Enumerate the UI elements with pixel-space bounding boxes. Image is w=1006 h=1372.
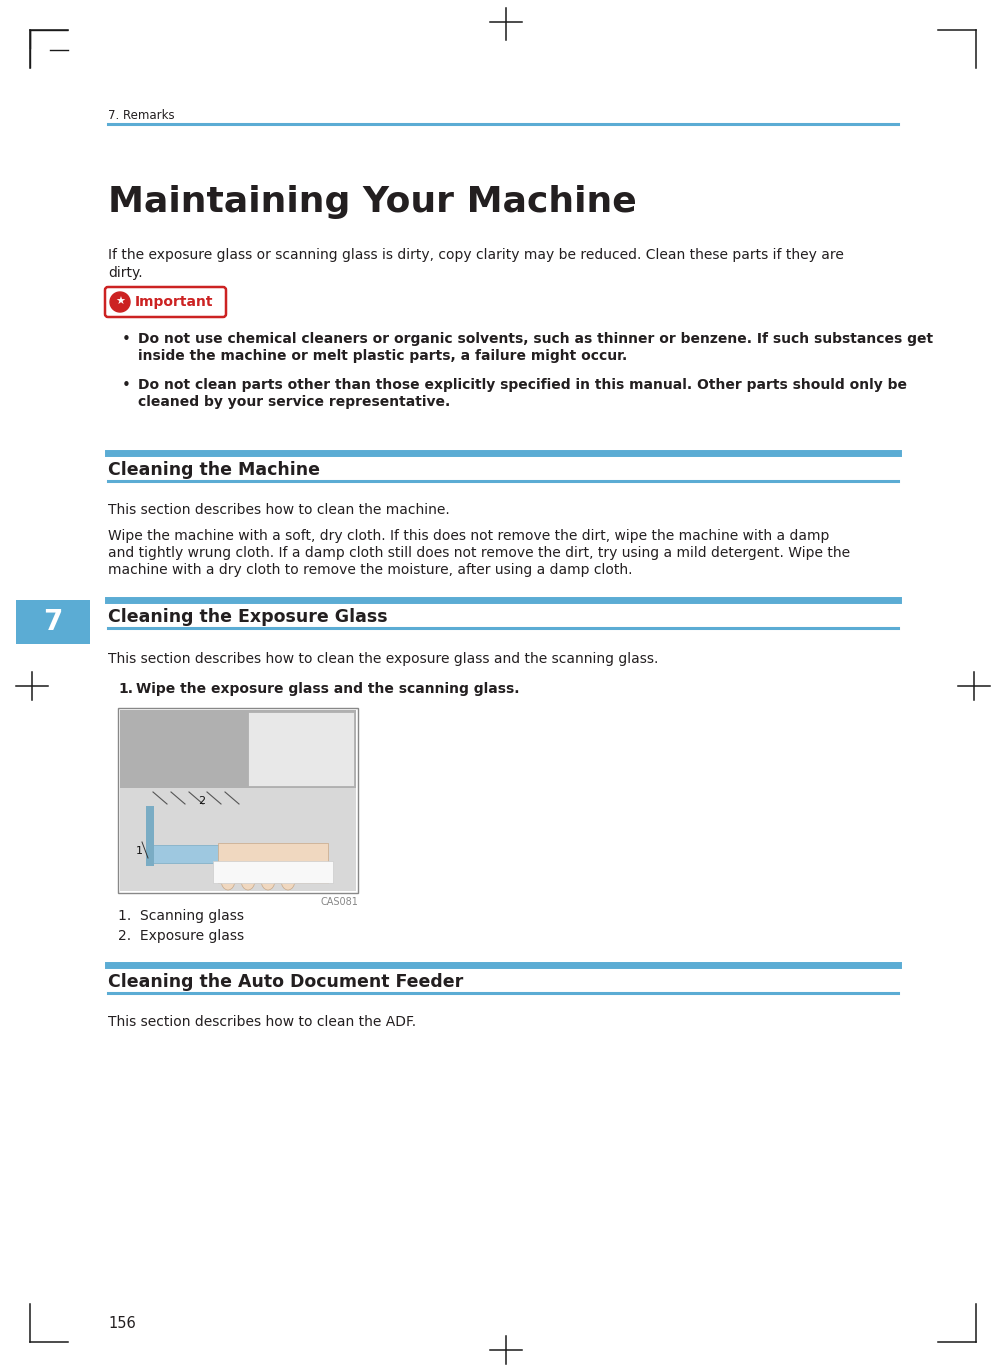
Text: Wipe the machine with a soft, dry cloth. If this does not remove the dirt, wipe : Wipe the machine with a soft, dry cloth.… xyxy=(108,530,829,543)
FancyBboxPatch shape xyxy=(105,287,226,317)
Text: 1: 1 xyxy=(136,847,143,856)
Text: •: • xyxy=(122,379,131,392)
Bar xyxy=(118,708,358,893)
Text: 156: 156 xyxy=(108,1316,136,1331)
Bar xyxy=(16,600,90,643)
Text: Cleaning the Auto Document Feeder: Cleaning the Auto Document Feeder xyxy=(108,973,463,991)
Text: 1.: 1. xyxy=(118,682,133,696)
Text: This section describes how to clean the exposure glass and the scanning glass.: This section describes how to clean the … xyxy=(108,652,658,665)
Text: Cleaning the Exposure Glass: Cleaning the Exposure Glass xyxy=(108,608,387,626)
Bar xyxy=(146,805,154,866)
Text: Do not use chemical cleaners or organic solvents, such as thinner or benzene. If: Do not use chemical cleaners or organic … xyxy=(138,332,934,346)
Bar xyxy=(218,842,328,884)
Text: 7: 7 xyxy=(43,608,62,637)
Circle shape xyxy=(110,292,130,311)
Text: and tightly wrung cloth. If a damp cloth still does not remove the dirt, try usi: and tightly wrung cloth. If a damp cloth… xyxy=(108,546,850,560)
Bar xyxy=(120,709,356,890)
Ellipse shape xyxy=(261,870,275,890)
Ellipse shape xyxy=(241,870,255,890)
Text: ★: ★ xyxy=(115,296,125,307)
Bar xyxy=(213,862,333,884)
Text: This section describes how to clean the machine.: This section describes how to clean the … xyxy=(108,504,450,517)
Text: inside the machine or melt plastic parts, a failure might occur.: inside the machine or melt plastic parts… xyxy=(138,348,628,364)
Text: 2.  Exposure glass: 2. Exposure glass xyxy=(118,929,244,943)
Text: 1.  Scanning glass: 1. Scanning glass xyxy=(118,910,244,923)
Text: dirty.: dirty. xyxy=(108,266,143,280)
Text: Maintaining Your Machine: Maintaining Your Machine xyxy=(108,185,637,220)
Ellipse shape xyxy=(281,870,295,890)
Text: Cleaning the Machine: Cleaning the Machine xyxy=(108,461,320,479)
Text: •: • xyxy=(122,332,131,347)
Text: cleaned by your service representative.: cleaned by your service representative. xyxy=(138,395,451,409)
Bar xyxy=(248,712,354,786)
Bar xyxy=(120,709,356,788)
Text: machine with a dry cloth to remove the moisture, after using a damp cloth.: machine with a dry cloth to remove the m… xyxy=(108,563,633,578)
Text: If the exposure glass or scanning glass is dirty, copy clarity may be reduced. C: If the exposure glass or scanning glass … xyxy=(108,248,844,262)
Text: Important: Important xyxy=(135,295,213,309)
Text: CAS081: CAS081 xyxy=(320,897,358,907)
Text: 2: 2 xyxy=(198,796,205,805)
Ellipse shape xyxy=(221,870,235,890)
Text: Wipe the exposure glass and the scanning glass.: Wipe the exposure glass and the scanning… xyxy=(136,682,519,696)
Text: 7. Remarks: 7. Remarks xyxy=(108,108,175,122)
Text: This section describes how to clean the ADF.: This section describes how to clean the … xyxy=(108,1015,416,1029)
Text: Do not clean parts other than those explicitly specified in this manual. Other p: Do not clean parts other than those expl… xyxy=(138,379,907,392)
Bar xyxy=(148,845,323,863)
